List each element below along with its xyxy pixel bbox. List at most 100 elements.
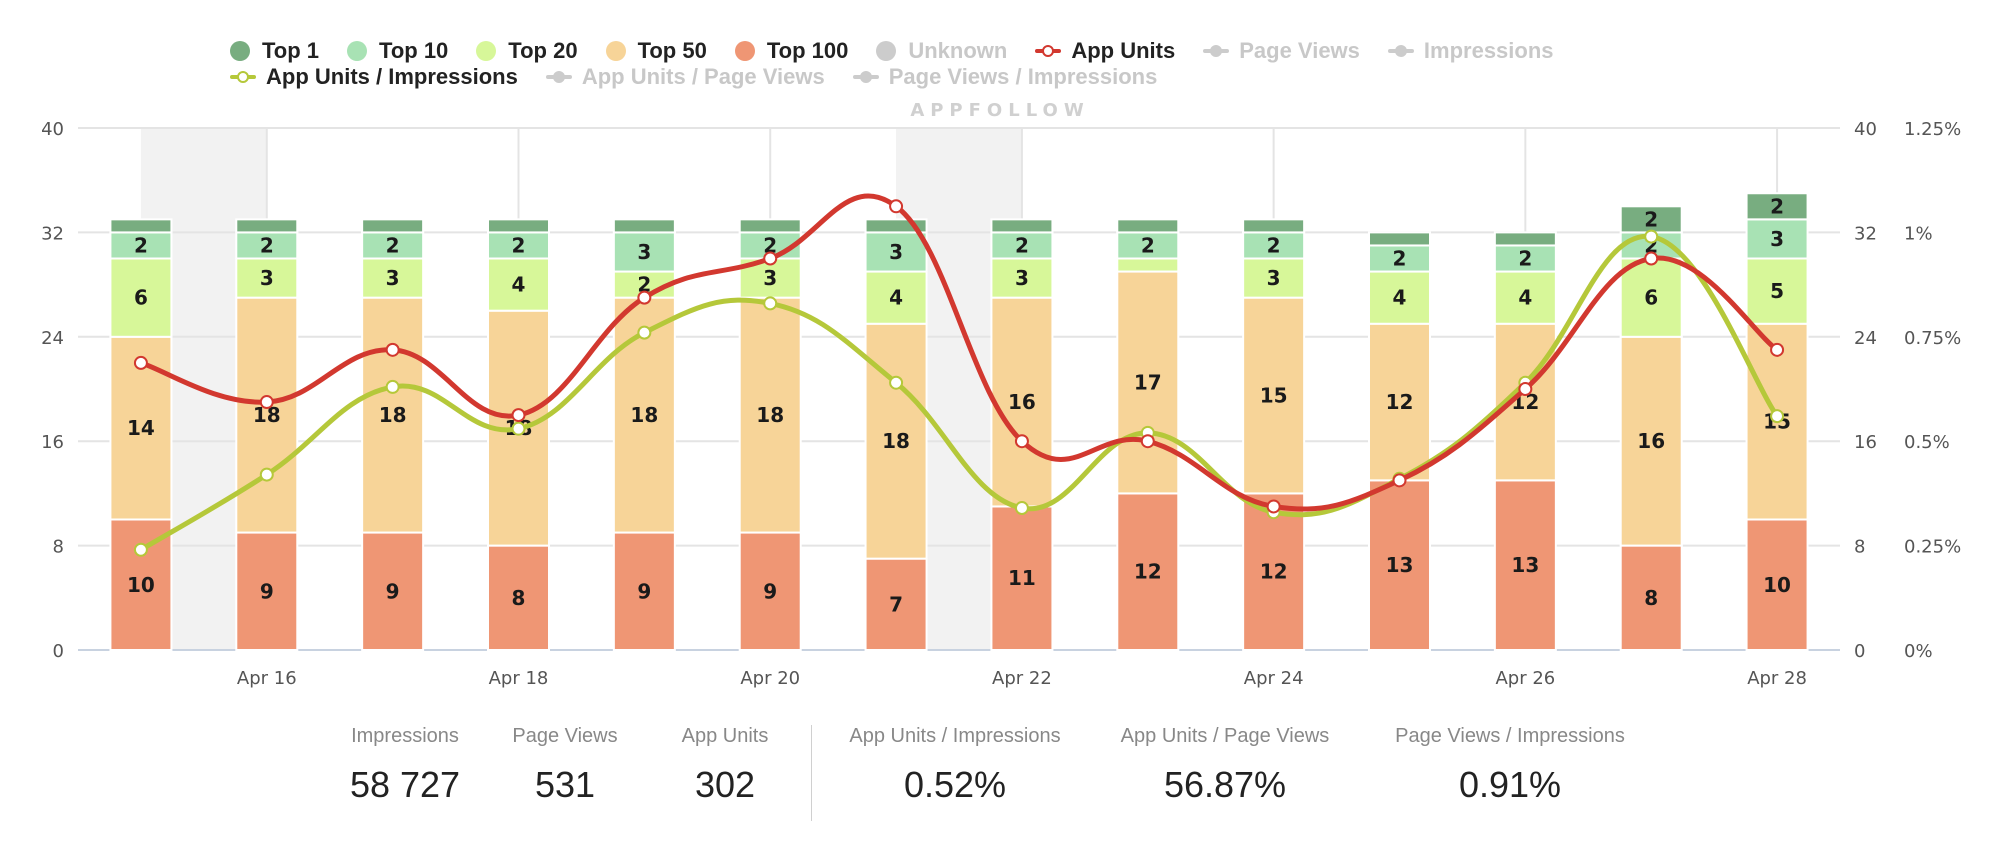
- x-axis-tick-label: Apr 28: [1747, 668, 1807, 689]
- point-app-units-impressions[interactable]: [385, 379, 400, 394]
- bar-segment-top-1[interactable]: [235, 218, 299, 234]
- point-app-units[interactable]: [637, 290, 652, 305]
- point-app-units-impressions[interactable]: [133, 542, 148, 557]
- legend-item-page-views-impressions[interactable]: Page Views / Impressions: [852, 64, 1157, 90]
- point-app-units[interactable]: [1266, 499, 1281, 514]
- bar-segment-top-100[interactable]: [1242, 492, 1306, 651]
- bar-segment-top-1[interactable]: [109, 218, 173, 234]
- y-axis-tick-label: 16: [41, 432, 64, 453]
- bar-segment-top-10[interactable]: [612, 231, 676, 273]
- y-axis-right-tick-label: 40: [1854, 119, 1877, 140]
- bar-data-label: 9: [386, 579, 400, 603]
- bar-segment-top-50[interactable]: [361, 296, 425, 534]
- bar-segment-top-20[interactable]: [1242, 257, 1306, 299]
- bar-segment-top-20[interactable]: [361, 257, 425, 299]
- stat-label: Page Views / Impressions: [1395, 725, 1625, 747]
- point-app-units[interactable]: [1014, 434, 1029, 449]
- point-app-units[interactable]: [1392, 473, 1407, 488]
- bar-segment-top-50[interactable]: [1619, 335, 1683, 547]
- point-app-units[interactable]: [133, 355, 148, 370]
- point-app-units-impressions[interactable]: [637, 325, 652, 340]
- bar-data-label: 12: [1386, 390, 1414, 414]
- bar-segment-top-20[interactable]: [235, 257, 299, 299]
- bar-segment-top-100[interactable]: [361, 531, 425, 651]
- point-app-units[interactable]: [1518, 382, 1533, 396]
- bar-segment-top-100[interactable]: [612, 531, 676, 651]
- line-marker-icon: [1387, 44, 1414, 58]
- bar-segment-top-1[interactable]: [1619, 205, 1683, 234]
- point-app-units[interactable]: [259, 395, 274, 410]
- bar-segment-top-20[interactable]: [1619, 257, 1683, 338]
- bar-segment-top-10[interactable]: [487, 231, 550, 260]
- point-app-units-impressions[interactable]: [1014, 501, 1029, 516]
- point-app-units-impressions[interactable]: [259, 467, 274, 482]
- point-app-units[interactable]: [1140, 434, 1155, 449]
- bar-segment-top-1[interactable]: [1493, 231, 1557, 247]
- legend-item-app-units-page-views[interactable]: App Units / Page Views: [545, 64, 825, 90]
- point-app-units[interactable]: [889, 199, 904, 214]
- legend-item-top-100[interactable]: Top 100: [734, 38, 849, 64]
- legend-item-impressions[interactable]: Impressions: [1387, 38, 1554, 64]
- point-app-units[interactable]: [1770, 342, 1785, 357]
- bar-segment-top-20[interactable]: [1745, 257, 1809, 325]
- bar-data-label: 16: [1637, 429, 1665, 453]
- bar-segment-top-100[interactable]: [1745, 518, 1809, 651]
- legend-item-top-10[interactable]: Top 10: [347, 38, 448, 64]
- bar-segment-top-50[interactable]: [738, 296, 802, 534]
- bar-segment-top-1[interactable]: [1368, 231, 1431, 247]
- point-app-units-impressions[interactable]: [1644, 229, 1659, 244]
- bar-segment-top-100[interactable]: [990, 505, 1054, 652]
- bar-segment-top-20[interactable]: [990, 257, 1054, 299]
- bar-segment-top-10[interactable]: [864, 231, 928, 273]
- bar-segment-top-20[interactable]: [487, 257, 550, 312]
- bar-segment-top-50[interactable]: [1242, 296, 1306, 495]
- bar-data-label: 3: [260, 266, 274, 290]
- bar-segment-top-20[interactable]: [109, 257, 173, 338]
- legend-row-1: Top 1 Top 10 Top 20 Top 50 Top 100 Unknown App…: [230, 38, 1870, 64]
- bar-segment-top-50[interactable]: [235, 296, 299, 534]
- legend-item-app-units[interactable]: App Units: [1035, 38, 1175, 64]
- point-app-units[interactable]: [511, 408, 526, 423]
- bar-segment-top-10[interactable]: [1493, 244, 1557, 273]
- y2-axis-tick-label: 1%: [1904, 223, 1933, 244]
- bar-data-label: 2: [260, 233, 274, 257]
- bar-segment-top-20[interactable]: [1116, 257, 1180, 273]
- legend-item-app-units-impressions[interactable]: App Units / Impressions: [230, 64, 518, 90]
- point-app-units[interactable]: [1644, 251, 1659, 266]
- point-app-units-impressions[interactable]: [1770, 409, 1785, 424]
- bar-segment-top-100[interactable]: [1619, 544, 1683, 651]
- bar-segment-top-100[interactable]: [1368, 479, 1431, 651]
- bar-segment-top-10[interactable]: [1745, 218, 1809, 260]
- bar-segment-top-1[interactable]: [487, 218, 550, 234]
- bar-segment-top-20[interactable]: [1493, 270, 1557, 325]
- bar-segment-top-1[interactable]: [990, 218, 1054, 234]
- bar-segment-top-1[interactable]: [1242, 218, 1306, 234]
- legend-label: Top 100: [766, 38, 849, 63]
- bar-segment-top-100[interactable]: [1493, 479, 1557, 651]
- bar-segment-top-100[interactable]: [235, 531, 299, 651]
- bar-segment-top-1[interactable]: [1116, 218, 1180, 234]
- y-axis-tick-label: 32: [41, 223, 64, 244]
- bar-segment-top-10[interactable]: [361, 231, 425, 260]
- point-app-units-impressions[interactable]: [511, 421, 526, 436]
- legend-item-page-views[interactable]: Page Views: [1203, 38, 1360, 64]
- bar-segment-top-1[interactable]: [361, 218, 425, 234]
- bar-data-label: 2: [1267, 233, 1281, 257]
- legend-item-top-50[interactable]: Top 50: [605, 38, 707, 64]
- bar-segment-top-1[interactable]: [738, 218, 802, 234]
- legend-item-top-20[interactable]: Top 20: [476, 38, 578, 64]
- point-app-units-impressions[interactable]: [889, 375, 904, 390]
- bar-data-label: 2: [1015, 233, 1029, 257]
- bar-segment-top-100[interactable]: [487, 544, 550, 651]
- point-app-units[interactable]: [763, 251, 778, 266]
- point-app-units[interactable]: [385, 342, 400, 357]
- bar-segment-top-100[interactable]: [738, 531, 802, 651]
- legend-item-unknown[interactable]: Unknown: [876, 38, 1007, 64]
- bar-segment-top-1[interactable]: [1745, 192, 1809, 221]
- legend-label: Unknown: [908, 38, 1008, 63]
- legend-item-top-1[interactable]: Top 1: [230, 38, 319, 64]
- point-app-units-impressions[interactable]: [763, 296, 778, 311]
- circle-marker-icon: [230, 41, 250, 61]
- bar-segment-top-1[interactable]: [612, 218, 676, 234]
- bar-segment-top-100[interactable]: [864, 557, 928, 652]
